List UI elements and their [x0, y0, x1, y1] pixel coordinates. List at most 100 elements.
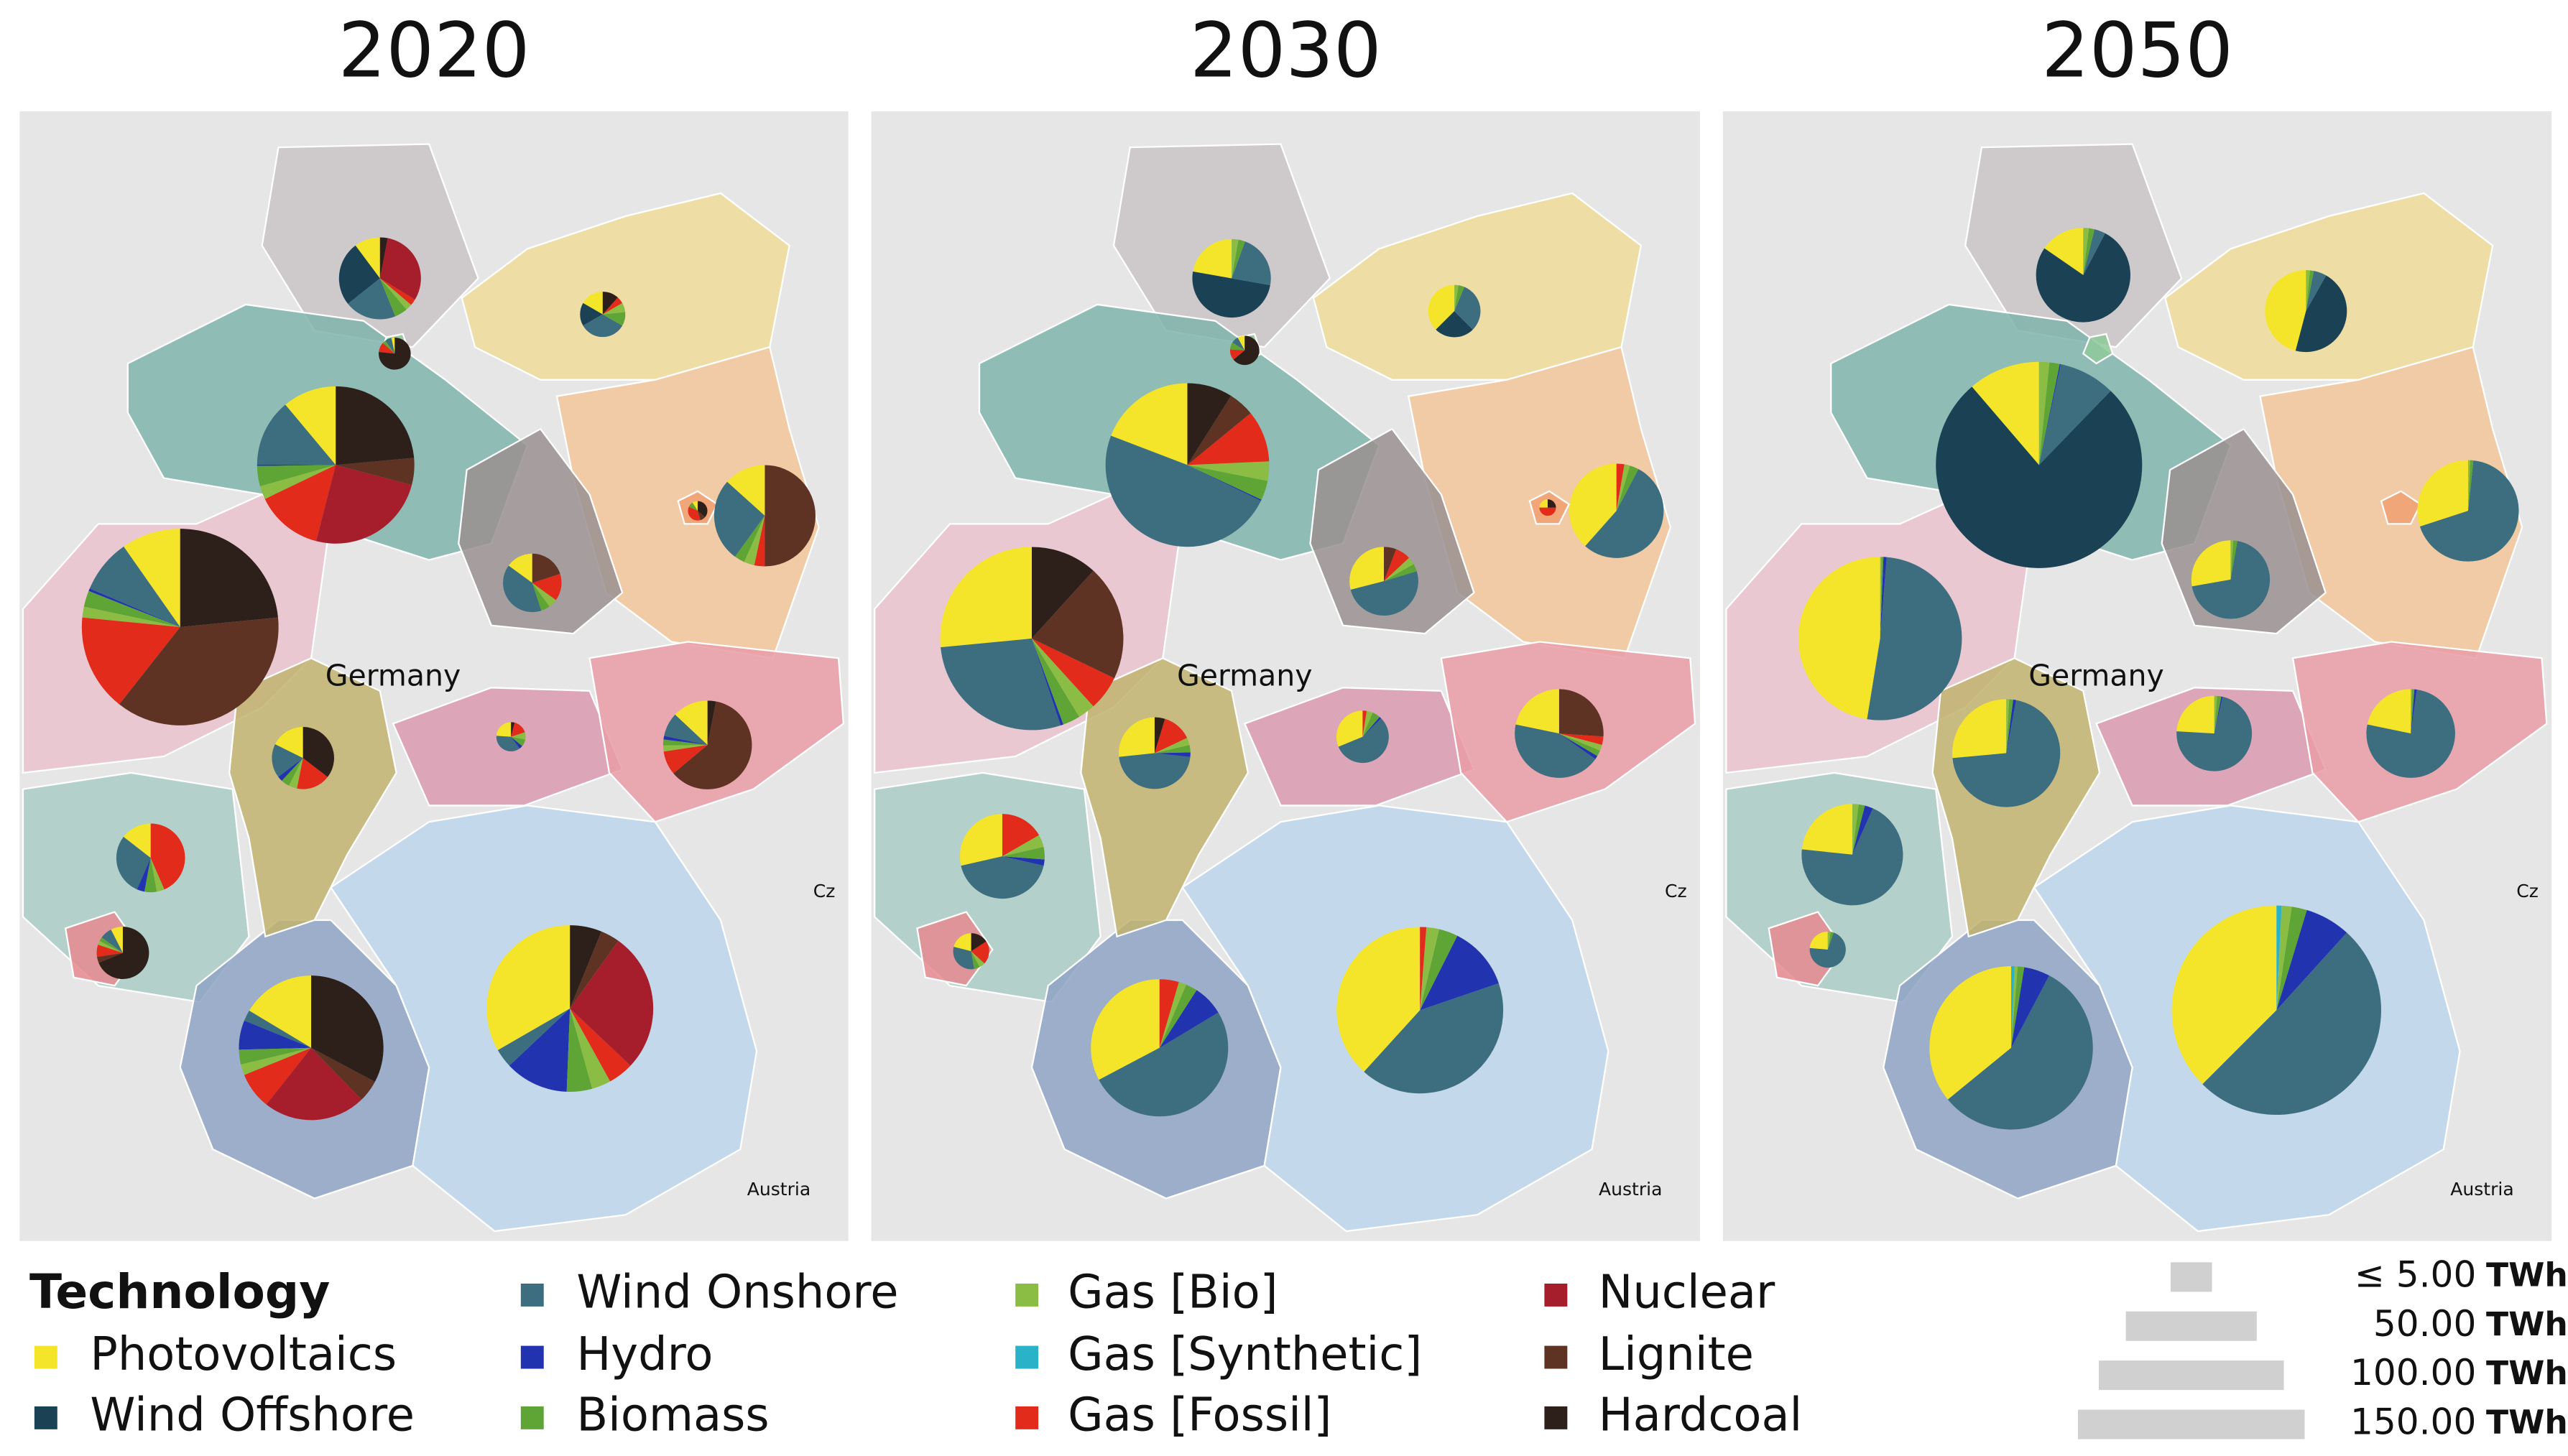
pie-slice: [257, 465, 336, 486]
pie-slice: [1798, 557, 1880, 720]
pie-slice: [123, 823, 151, 858]
pie-slice: [382, 340, 395, 354]
pie-slice: [391, 338, 395, 354]
pie-slice: [941, 638, 1061, 731]
pie-slice: [1002, 846, 1045, 860]
pie-slice: [511, 732, 526, 740]
pie-slice: [2306, 271, 2327, 312]
pie-slice: [1338, 718, 1389, 764]
pie-slice: [1515, 724, 1596, 778]
pie-slice: [241, 1047, 312, 1075]
size-legend-label: 150.00: [2350, 1401, 2476, 1443]
pie-slice: [580, 302, 603, 326]
legend-label: Biomass: [576, 1388, 769, 1442]
pie-slice: [1436, 311, 1473, 338]
pie-slice: [1193, 238, 1232, 279]
pie-slice: [1349, 547, 1385, 590]
pie-slice: [1454, 285, 1464, 312]
legend-swatch: [520, 1406, 544, 1429]
legend-swatch: [520, 1283, 544, 1307]
map-label: Germany: [2028, 659, 2164, 693]
pie-slice: [150, 858, 165, 892]
pie-slice: [1002, 835, 1044, 857]
pie-slice: [698, 501, 708, 517]
pie-slice: [2306, 270, 2314, 312]
pie-slice: [2230, 540, 2237, 580]
pie-slice: [379, 278, 412, 310]
pie-slice: [2011, 966, 2025, 1048]
size-legend-label: 50.00: [2373, 1302, 2477, 1345]
pie-slice: [1233, 335, 1260, 366]
pie-slice: [379, 343, 395, 354]
pie-slice: [81, 617, 180, 705]
legend-swatch: [1544, 1283, 1568, 1307]
size-legend-label: ≤ 5.00: [2355, 1253, 2477, 1295]
pie-slice: [497, 1008, 571, 1066]
pie-slice: [1420, 935, 1499, 1011]
pie-slice: [1384, 557, 1414, 582]
pie-slice: [1384, 547, 1397, 582]
size-legend-bar: [2125, 1311, 2257, 1341]
pie-slice: [602, 312, 626, 326]
pie-slice: [1827, 931, 1831, 950]
pie-slice: [1232, 241, 1271, 285]
pie-slice: [583, 314, 623, 338]
pie-slice: [264, 465, 336, 542]
pie-slice: [288, 758, 303, 789]
pie-slice: [663, 745, 708, 774]
pie-slice: [532, 583, 550, 611]
pie-slice: [971, 933, 987, 952]
pie-slice: [511, 736, 526, 746]
pie-slice: [508, 553, 532, 583]
pie-slice: [1801, 808, 1903, 906]
pie-slice: [2191, 540, 2231, 587]
legend-label: Lignite: [1599, 1328, 1754, 1381]
pie-slice: [2011, 967, 2049, 1048]
size-legend-bar: [2170, 1262, 2212, 1292]
pie-slice: [2011, 966, 2018, 1048]
legend-swatch: [1544, 1406, 1568, 1429]
pie-slice: [1119, 717, 1155, 757]
pie-slice: [1558, 733, 1598, 759]
pie-slice: [379, 237, 388, 279]
pie-slice: [98, 941, 123, 953]
pie-slice: [2191, 541, 2271, 619]
pie-slice: [692, 501, 698, 511]
pie-slice: [1362, 716, 1382, 737]
legend-label: Gas [Bio]: [1068, 1266, 1278, 1320]
pie-slice: [379, 278, 415, 305]
pie-slice: [2038, 364, 2111, 465]
pie-slice: [1031, 638, 1080, 725]
pie-slice: [1558, 689, 1604, 737]
pie-slice: [2214, 696, 2223, 734]
pie-slice: [1154, 717, 1165, 753]
pie-slice: [274, 727, 303, 759]
pie-slice: [1972, 361, 2039, 465]
pie-slice: [1852, 804, 1865, 855]
map-label: Cz: [813, 881, 836, 901]
pie-slice: [2083, 228, 2089, 275]
size-legend-bar: [2098, 1360, 2284, 1391]
pie-slice: [1384, 549, 1410, 582]
pie-slice: [496, 736, 520, 752]
pie-slice: [570, 931, 619, 1009]
pie-slice: [1237, 335, 1245, 351]
pie-slice: [98, 927, 149, 979]
pie-slice: [664, 714, 708, 746]
pie-slice: [1420, 929, 1458, 1011]
map-label: Austria: [747, 1179, 811, 1200]
pie-slice: [2366, 689, 2455, 778]
pie-slice: [971, 951, 985, 968]
pie-slice: [2467, 460, 2474, 511]
pie-slice: [1880, 557, 1887, 639]
pie-slice: [1187, 383, 1232, 465]
pie-slice: [2230, 540, 2234, 580]
panel-title: 2050: [2041, 6, 2233, 94]
legend-swatch: [34, 1406, 57, 1429]
pie-slice: [602, 292, 618, 315]
pie-slice: [1232, 337, 1245, 351]
pie-slice: [1616, 463, 1625, 511]
pie-slice: [1336, 927, 1421, 1072]
pie-slice: [953, 947, 974, 970]
pie-slice: [385, 338, 395, 354]
